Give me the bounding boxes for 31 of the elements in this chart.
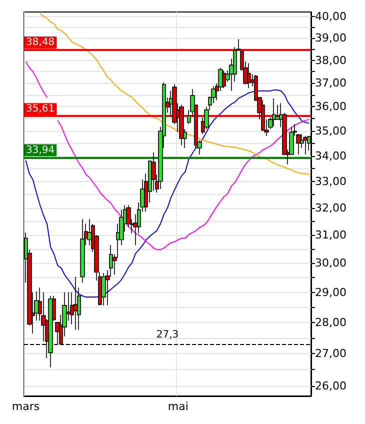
y-tick-label: 40,00 — [315, 10, 346, 23]
candlestick — [179, 104, 184, 146]
x-tick-label: mars — [12, 400, 40, 413]
y-tick-label: 30,00 — [315, 256, 346, 270]
y-tick-label: 32,00 — [315, 201, 346, 214]
y-tick-label: 31,00 — [315, 228, 346, 242]
candlestick — [101, 272, 106, 306]
y-tick-label: 34,00 — [315, 149, 346, 162]
candlestick — [303, 135, 308, 155]
y-tick-label: 36,00 — [315, 100, 346, 114]
candlestick — [73, 276, 78, 330]
y-tick-label: 39,00 — [315, 32, 346, 45]
y-tick-label: 38,00 — [315, 54, 346, 67]
ref-line-label: 38,48 — [26, 37, 55, 48]
y-tick-label: 29,00 — [315, 286, 346, 299]
ref-line-label: 27,3 — [156, 330, 179, 341]
candlestick — [247, 62, 251, 88]
y-tick-label: 35,00 — [315, 124, 346, 138]
y-tick-label: 28,00 — [315, 316, 346, 329]
line-series — [25, 89, 310, 298]
x-tick-label: mai — [168, 400, 188, 413]
candlestick — [272, 98, 276, 127]
ref-line-label: 35,61 — [26, 104, 55, 115]
y-tick-label: 26,00 — [315, 380, 346, 393]
y-tick-label: 33,00 — [315, 174, 346, 188]
candlestick — [222, 70, 226, 88]
y-tick-label: 27,00 — [315, 347, 346, 360]
ref-line-label: 33,94 — [26, 144, 55, 156]
candlestick — [261, 100, 265, 132]
y-tick-label: 37,00 — [315, 76, 346, 90]
candlestick — [80, 218, 85, 283]
